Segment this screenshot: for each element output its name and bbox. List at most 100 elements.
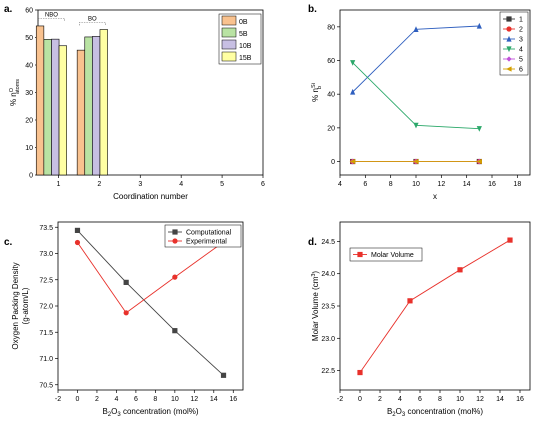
series-line	[77, 241, 224, 314]
y-tick-label: 70.5	[39, 382, 53, 389]
x-axis-label: x	[433, 192, 437, 201]
legend-label: 15B	[239, 55, 252, 62]
bar	[58, 45, 67, 176]
legend-label: 4	[519, 47, 523, 54]
legend-swatch	[221, 15, 237, 26]
legend-marker	[505, 66, 512, 72]
x-tick-label: -2	[55, 396, 61, 403]
data-point	[412, 158, 419, 165]
x-tick-label: 6	[134, 396, 138, 403]
y-tick-label: 80	[327, 24, 335, 31]
x-tick-label: 18	[513, 181, 521, 188]
x-axis-label: B2O3 concentration (mol%)	[387, 407, 483, 418]
x-tick-label: 10	[171, 396, 179, 403]
y-tick-label: 0	[331, 159, 335, 166]
bar	[43, 39, 52, 176]
data-point	[349, 158, 356, 165]
x-tick-label: 3	[138, 181, 142, 188]
x-tick-label: 0	[76, 396, 80, 403]
legend-label: 0B	[239, 19, 248, 26]
data-point	[74, 239, 81, 246]
legend-marker	[506, 16, 512, 22]
annotation-bracket	[79, 22, 106, 26]
y-tick-label: 23.5	[321, 304, 335, 311]
x-tick-label: 4	[338, 181, 342, 188]
data-point	[407, 298, 413, 304]
plot-frame	[339, 221, 531, 391]
y-tick-label: 10	[25, 145, 33, 152]
x-tick-label: 4	[398, 396, 402, 403]
panel-label: c.	[4, 237, 13, 248]
x-tick-label: 2	[97, 181, 101, 188]
plot-frame	[339, 9, 531, 176]
data-point	[476, 158, 482, 165]
x-tick-label: 0	[358, 396, 362, 403]
y-tick-label: 20	[25, 118, 33, 125]
y-tick-label: 60	[25, 8, 33, 15]
data-point	[476, 22, 482, 29]
x-tick-label: 4	[179, 181, 183, 188]
legend-marker	[172, 229, 178, 235]
legend-swatch	[221, 39, 237, 50]
x-tick-label: 16	[488, 181, 496, 188]
x-tick-label: 10	[456, 396, 464, 403]
x-axis-label: Coordination number	[113, 192, 188, 201]
data-point	[172, 274, 178, 280]
legend-label: 6	[519, 67, 523, 74]
bar	[76, 49, 86, 176]
bar	[92, 36, 101, 176]
legend-label: 3	[519, 37, 523, 44]
y-tick-label: 30	[25, 90, 33, 97]
legend-marker	[506, 35, 512, 42]
data-point	[220, 372, 227, 378]
legend-marker	[506, 46, 512, 53]
legend-box	[349, 247, 423, 262]
bar	[99, 29, 108, 176]
y-axis-label: Molar Volume (cm3)	[311, 271, 320, 342]
annotation-label: NBO	[45, 12, 58, 18]
bar	[51, 38, 60, 176]
y-tick-label: 23.0	[321, 336, 335, 343]
series-line	[77, 230, 224, 376]
x-axis-label: B2O3 concentration (mol%)	[102, 407, 198, 418]
y-axis-label: % nOatoms	[9, 79, 21, 106]
bar	[35, 25, 45, 176]
x-tick-label: 12	[476, 396, 484, 403]
x-tick-label: -2	[337, 396, 343, 403]
y-tick-label: 71.5	[39, 330, 53, 337]
data-point	[123, 279, 129, 285]
series-line	[359, 239, 511, 373]
x-tick-label: 12	[437, 181, 445, 188]
x-tick-label: 12	[190, 396, 198, 403]
x-tick-label: 4	[114, 396, 118, 403]
y-tick-label: 73.5	[39, 225, 53, 232]
legend-label: Experimental	[186, 239, 227, 246]
y-axis-label-line2: (g-atom/L)	[21, 287, 30, 324]
legend-label: 1	[519, 17, 523, 24]
panel-label: d.	[308, 237, 317, 248]
legend-marker	[172, 238, 178, 244]
y-tick-label: 72.0	[39, 304, 53, 311]
data-point	[413, 122, 419, 129]
x-tick-label: 14	[463, 181, 471, 188]
y-tick-label: 22.5	[321, 368, 335, 375]
legend-label: 10B	[239, 43, 252, 50]
data-point	[123, 310, 129, 316]
data-point	[350, 60, 356, 66]
legend-label: Computational	[186, 230, 232, 237]
y-tick-label: 50	[25, 35, 33, 42]
data-point	[476, 126, 482, 132]
x-tick-label: 16	[516, 396, 524, 403]
y-tick-label: 24.5	[321, 239, 335, 246]
panel-label: b.	[308, 4, 317, 15]
legend-marker	[506, 26, 512, 32]
chart-panel-3: c. -2 0 2 4 6 8 10 12 14 16 70.5 71.0 71.5 72.0 72.5 73.…	[4, 221, 244, 418]
y-tick-label: 24.0	[321, 271, 335, 278]
data-point	[172, 328, 178, 334]
legend-label: 5B	[239, 31, 248, 38]
panel-label: a.	[4, 4, 13, 15]
legend-marker	[506, 56, 512, 62]
